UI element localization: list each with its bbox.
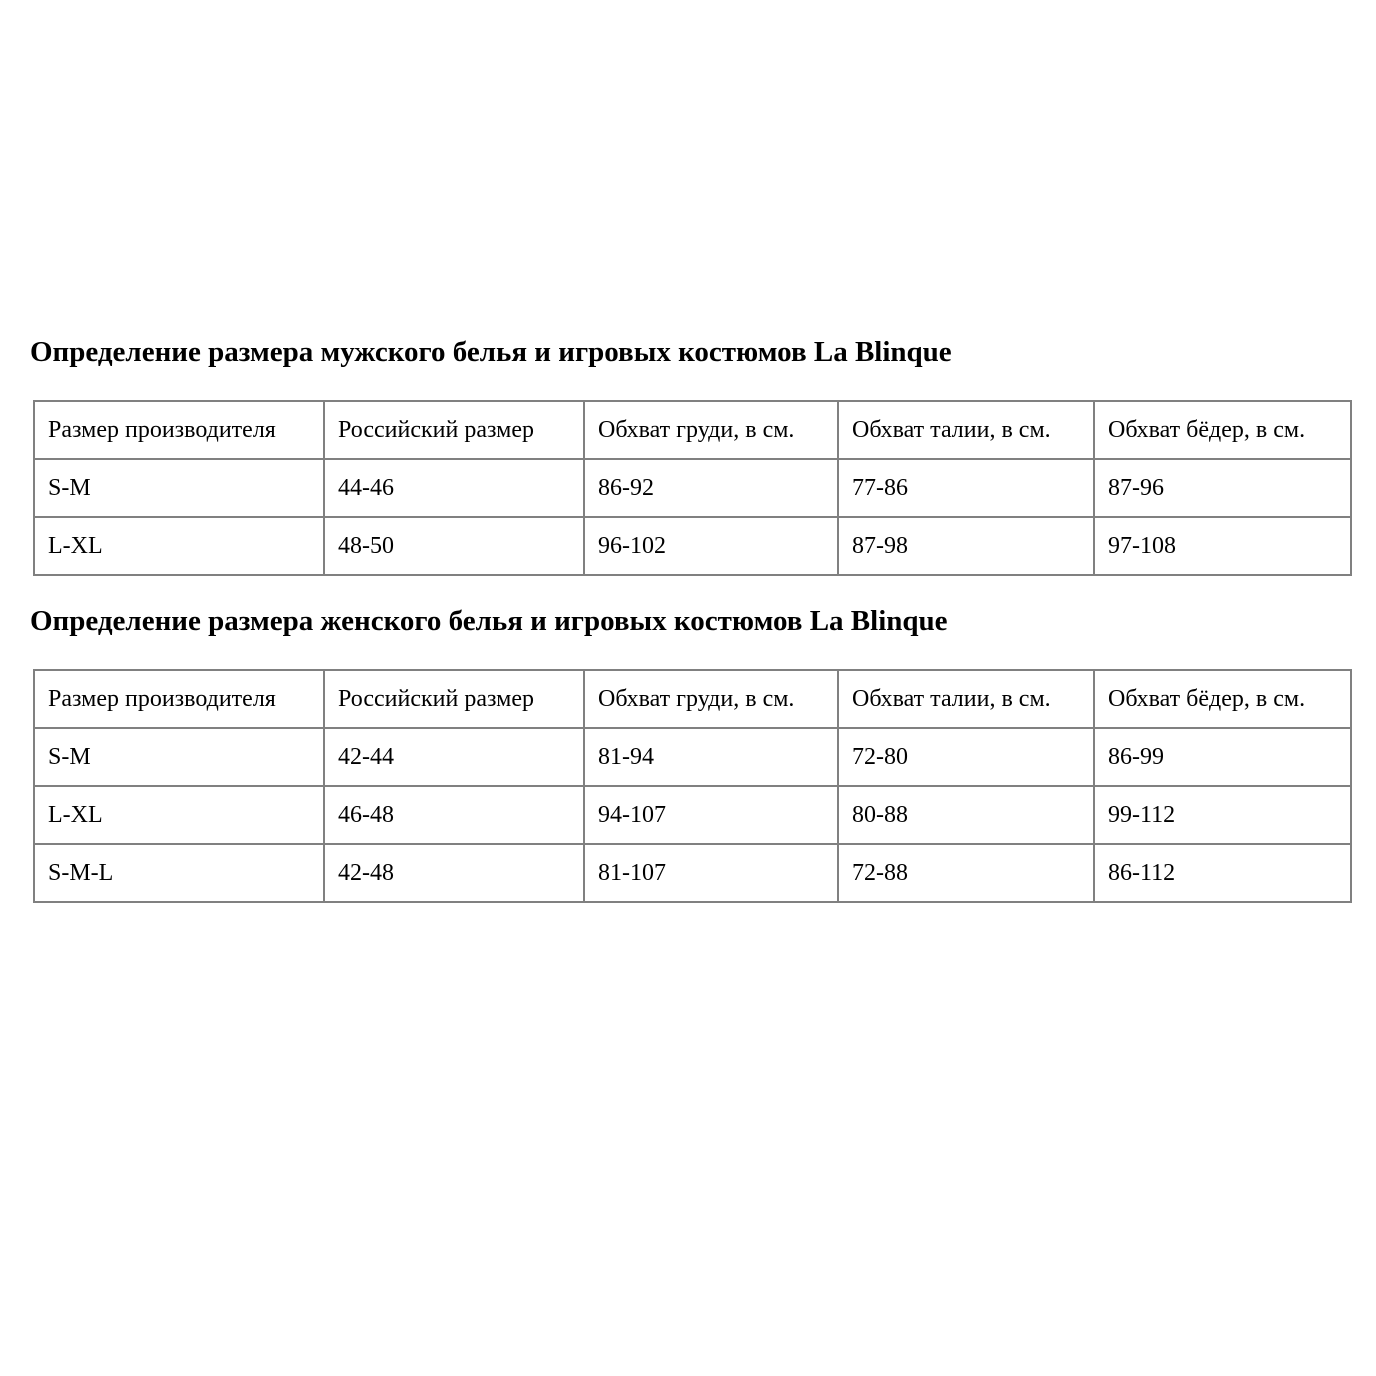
table-cell: 87-98 (837, 516, 1095, 576)
table-cell: L-XL (33, 785, 325, 845)
table-cell: 81-107 (583, 843, 839, 903)
table-cell: S-M-L (33, 843, 325, 903)
column-header: Российский размер (323, 669, 585, 729)
column-header: Обхват талии, в см. (837, 400, 1095, 460)
mens-size-table: Размер производителя Российский размер Обх… (33, 400, 1352, 576)
column-header: Обхват бёдер, в см. (1093, 669, 1352, 729)
table-cell: S-M (33, 458, 325, 518)
table-row: S-M-L 42-48 81-107 72-88 86-112 (33, 843, 1352, 903)
womens-section-heading: Определение размера женского белья и игр… (30, 605, 948, 637)
table-cell: 44-46 (323, 458, 585, 518)
table-cell: 42-44 (323, 727, 585, 787)
table-cell: 97-108 (1093, 516, 1352, 576)
table-header-row: Размер производителя Российский размер Обх… (33, 400, 1352, 460)
column-header: Обхват груди, в см. (583, 669, 839, 729)
table-cell: 81-94 (583, 727, 839, 787)
table-header-row: Размер производителя Российский размер Обх… (33, 669, 1352, 729)
womens-size-section: Определение размера женского белья и игр… (30, 605, 1352, 903)
table-cell: 46-48 (323, 785, 585, 845)
table-cell: 99-112 (1093, 785, 1352, 845)
table-cell: 86-92 (583, 458, 839, 518)
table-cell: 48-50 (323, 516, 585, 576)
table-cell: 80-88 (837, 785, 1095, 845)
table-cell: 96-102 (583, 516, 839, 576)
table-cell: 72-80 (837, 727, 1095, 787)
table-row: L-XL 48-50 96-102 87-98 97-108 (33, 516, 1352, 576)
table-cell: 87-96 (1093, 458, 1352, 518)
table-cell: L-XL (33, 516, 325, 576)
size-guide-page: Определение размера мужского белья и игр… (30, 336, 1352, 903)
column-header: Обхват груди, в см. (583, 400, 839, 460)
table-row: L-XL 46-48 94-107 80-88 99-112 (33, 785, 1352, 845)
mens-section-heading: Определение размера мужского белья и игр… (30, 336, 952, 368)
column-header: Обхват бёдер, в см. (1093, 400, 1352, 460)
table-cell: 94-107 (583, 785, 839, 845)
table-cell: 86-99 (1093, 727, 1352, 787)
column-header: Размер производителя (33, 669, 325, 729)
table-cell: 42-48 (323, 843, 585, 903)
womens-size-table: Размер производителя Российский размер Обх… (33, 669, 1352, 903)
table-cell: 86-112 (1093, 843, 1352, 903)
table-cell: 72-88 (837, 843, 1095, 903)
mens-size-section: Определение размера мужского белья и игр… (30, 336, 1352, 576)
table-cell: S-M (33, 727, 325, 787)
column-header: Обхват талии, в см. (837, 669, 1095, 729)
table-cell: 77-86 (837, 458, 1095, 518)
table-row: S-M 42-44 81-94 72-80 86-99 (33, 727, 1352, 787)
column-header: Российский размер (323, 400, 585, 460)
column-header: Размер производителя (33, 400, 325, 460)
table-row: S-M 44-46 86-92 77-86 87-96 (33, 458, 1352, 518)
